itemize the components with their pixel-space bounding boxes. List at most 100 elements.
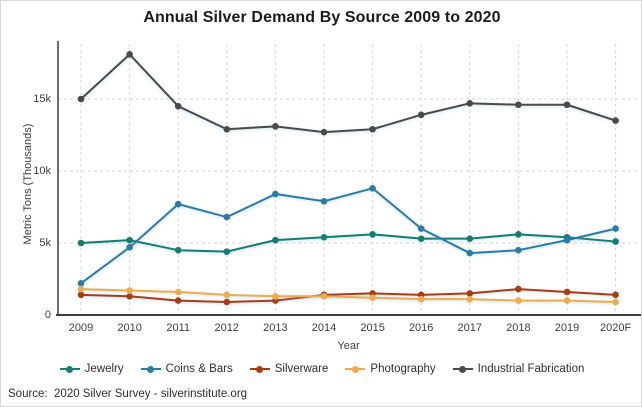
x-tick-2015: 2015 (360, 322, 385, 334)
point-silverware-2019[interactable] (563, 288, 571, 296)
point-industrial-fabrication-2011[interactable] (174, 102, 182, 110)
y-tick-5k: 5k (39, 236, 51, 249)
point-industrial-fabrication-2015[interactable] (369, 125, 376, 133)
legend-item-silverware[interactable]: Silverware (249, 363, 329, 375)
point-coins-bars-2013[interactable] (272, 190, 279, 198)
series-coins-bars (77, 184, 619, 287)
plot-area[interactable] (1, 1, 642, 359)
legend-label: Silverware (274, 363, 329, 375)
point-photography-2020F[interactable] (612, 298, 619, 306)
point-industrial-fabrication-2009[interactable] (77, 95, 85, 103)
series-line-industrial-fabrication (80, 53, 616, 134)
point-jewelry-2017[interactable] (466, 235, 474, 242)
point-jewelry-2012[interactable] (223, 248, 231, 255)
x-tick-2016: 2016 (408, 322, 434, 334)
point-photography-2014[interactable] (320, 292, 328, 300)
point-silverware-2010[interactable] (126, 292, 133, 300)
point-coins-bars-2009[interactable] (77, 280, 85, 287)
point-photography-2016[interactable] (417, 295, 425, 303)
point-silverware-2018[interactable] (515, 285, 522, 293)
point-coins-bars-2018[interactable] (515, 246, 522, 254)
point-coins-bars-2020F[interactable] (612, 225, 619, 232)
point-industrial-fabrication-2012[interactable] (223, 125, 231, 133)
x-tick-2011: 2011 (166, 322, 191, 334)
series-photography (77, 285, 619, 306)
point-jewelry-2009[interactable] (77, 239, 85, 247)
point-photography-2019[interactable] (563, 297, 571, 304)
point-industrial-fabrication-2010[interactable] (126, 51, 133, 58)
point-photography-2018[interactable] (515, 297, 522, 304)
legend-marker-icon (345, 365, 366, 374)
point-jewelry-2013[interactable] (272, 236, 279, 244)
series-line-coins-bars (80, 187, 616, 285)
point-coins-bars-2015[interactable] (369, 184, 376, 192)
legend-item-coins-bars[interactable]: Coins & Bars (140, 363, 233, 375)
legend-marker-icon (249, 365, 270, 374)
legend-label: Jewelry (84, 363, 124, 375)
point-coins-bars-2016[interactable] (417, 225, 425, 232)
x-tick-2018: 2018 (506, 322, 531, 334)
legend-label: Industrial Fabrication (477, 363, 585, 375)
point-industrial-fabrication-2014[interactable] (320, 128, 328, 136)
point-photography-2011[interactable] (174, 288, 182, 296)
x-tick-2010: 2010 (117, 322, 142, 334)
point-silverware-2017[interactable] (466, 290, 474, 297)
legend-item-photography[interactable]: Photography (345, 363, 436, 375)
point-jewelry-2014[interactable] (320, 233, 328, 241)
point-photography-2010[interactable] (126, 287, 133, 294)
series-industrial-fabrication (77, 51, 619, 136)
legend-item-jewelry[interactable]: Jewelry (59, 363, 124, 375)
point-photography-2015[interactable] (369, 294, 376, 302)
point-coins-bars-2017[interactable] (466, 249, 474, 257)
x-axis-title: Year (337, 340, 360, 352)
point-industrial-fabrication-2016[interactable] (417, 111, 425, 119)
x-tick-2019: 2019 (554, 322, 580, 334)
legend-label: Coins & Bars (165, 363, 233, 375)
point-silverware-2011[interactable] (174, 297, 182, 304)
series-line-silverware (80, 288, 616, 304)
point-jewelry-2011[interactable] (174, 246, 182, 254)
point-industrial-fabrication-2018[interactable] (515, 101, 522, 109)
series-silverware (77, 285, 619, 306)
legend-marker-icon (452, 365, 473, 374)
point-photography-2012[interactable] (223, 291, 231, 299)
legend-marker-icon (140, 365, 161, 374)
point-coins-bars-2019[interactable] (563, 236, 571, 244)
point-jewelry-2018[interactable] (515, 231, 522, 238)
legend: Jewelry Coins & Bars Silverware Photography… (1, 363, 641, 375)
point-coins-bars-2011[interactable] (174, 200, 182, 208)
point-industrial-fabrication-2017[interactable] (466, 100, 474, 107)
point-silverware-2012[interactable] (223, 298, 231, 306)
x-tick-2020F: 2020F (599, 322, 632, 334)
point-silverware-2020F[interactable] (612, 291, 619, 299)
x-tick-2013: 2013 (263, 322, 288, 334)
point-jewelry-2016[interactable] (417, 235, 425, 242)
x-tick-2014: 2014 (311, 322, 337, 334)
point-industrial-fabrication-2019[interactable] (563, 101, 571, 109)
point-coins-bars-2010[interactable] (126, 244, 133, 251)
y-tick-10k: 10k (33, 164, 51, 177)
point-jewelry-2010[interactable] (126, 236, 133, 244)
y-tick-0: 0 (44, 308, 51, 321)
point-coins-bars-2014[interactable] (320, 197, 328, 205)
point-jewelry-2015[interactable] (369, 231, 376, 238)
point-jewelry-2020F[interactable] (612, 238, 619, 245)
x-tick-2009: 2009 (68, 322, 94, 334)
point-industrial-fabrication-2013[interactable] (272, 123, 279, 130)
point-photography-2017[interactable] (466, 295, 474, 303)
point-photography-2013[interactable] (272, 292, 279, 300)
source-note: Source: 2020 Silver Survey - silverinsti… (8, 388, 248, 400)
series-line-photography (80, 288, 616, 304)
point-photography-2009[interactable] (77, 285, 85, 293)
series-line-jewelry (80, 233, 616, 253)
gridlines (58, 44, 639, 315)
legend-marker-icon (59, 365, 80, 374)
point-coins-bars-2012[interactable] (223, 213, 231, 221)
legend-item-industrial-fabrication[interactable]: Industrial Fabrication (452, 363, 585, 375)
chart-title: Annual Silver Demand By Source 2009 to 2… (143, 9, 501, 26)
point-industrial-fabrication-2020F[interactable] (612, 117, 619, 124)
legend-label: Photography (370, 363, 436, 375)
point-silverware-2009[interactable] (77, 291, 85, 299)
x-tick-2012: 2012 (214, 322, 240, 334)
